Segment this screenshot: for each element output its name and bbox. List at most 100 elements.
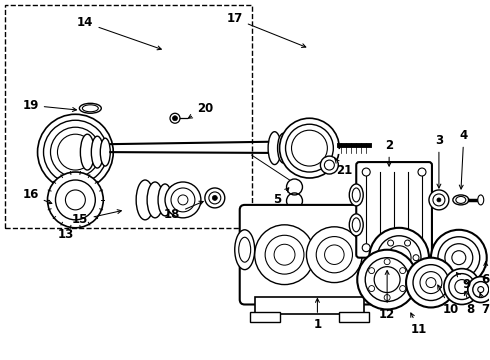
Circle shape: [478, 287, 484, 293]
Ellipse shape: [167, 186, 179, 214]
Circle shape: [205, 188, 225, 208]
Bar: [5, 5, 252, 228]
Circle shape: [172, 116, 177, 121]
Circle shape: [445, 244, 473, 272]
Circle shape: [384, 259, 390, 265]
Circle shape: [324, 245, 344, 265]
Circle shape: [57, 134, 93, 170]
Text: 13: 13: [57, 228, 74, 241]
Circle shape: [50, 127, 100, 177]
Ellipse shape: [349, 184, 363, 206]
Ellipse shape: [147, 182, 163, 218]
Circle shape: [368, 267, 374, 274]
Text: 16: 16: [23, 188, 52, 204]
Text: 21: 21: [335, 158, 352, 176]
Circle shape: [369, 228, 429, 288]
Circle shape: [171, 188, 195, 212]
Circle shape: [400, 285, 406, 292]
Text: 3: 3: [435, 134, 443, 188]
Ellipse shape: [158, 184, 172, 216]
Ellipse shape: [239, 237, 251, 262]
Circle shape: [437, 198, 441, 202]
Circle shape: [170, 113, 180, 123]
Circle shape: [286, 124, 333, 172]
Text: 11: 11: [411, 313, 427, 336]
Circle shape: [320, 156, 338, 174]
Circle shape: [433, 194, 445, 206]
Ellipse shape: [453, 195, 469, 205]
Circle shape: [384, 294, 390, 301]
Circle shape: [44, 120, 107, 184]
Circle shape: [420, 272, 442, 293]
Text: 14: 14: [77, 16, 161, 50]
Circle shape: [455, 280, 469, 293]
FancyBboxPatch shape: [356, 162, 432, 258]
Ellipse shape: [352, 188, 360, 202]
Circle shape: [362, 168, 370, 176]
Circle shape: [265, 235, 304, 274]
Circle shape: [368, 285, 374, 292]
Ellipse shape: [100, 138, 110, 166]
Circle shape: [387, 246, 411, 270]
FancyBboxPatch shape: [240, 205, 379, 305]
Circle shape: [418, 168, 426, 176]
Ellipse shape: [352, 218, 360, 232]
Circle shape: [429, 190, 449, 210]
Text: 19: 19: [23, 99, 76, 112]
Circle shape: [418, 244, 426, 252]
Circle shape: [362, 244, 370, 252]
Circle shape: [178, 195, 188, 205]
Text: 18: 18: [164, 201, 203, 221]
Circle shape: [379, 255, 385, 261]
Circle shape: [377, 236, 421, 280]
Ellipse shape: [349, 214, 363, 236]
Circle shape: [292, 130, 327, 166]
Circle shape: [209, 192, 221, 204]
Bar: [250, 312, 280, 323]
Ellipse shape: [286, 135, 297, 162]
Circle shape: [306, 227, 362, 283]
Ellipse shape: [478, 195, 484, 205]
Circle shape: [388, 269, 393, 275]
Ellipse shape: [235, 230, 255, 270]
Text: 2: 2: [385, 139, 393, 166]
Circle shape: [212, 195, 218, 201]
Text: 12: 12: [379, 271, 395, 321]
Ellipse shape: [136, 180, 154, 220]
Bar: [255, 297, 364, 314]
Ellipse shape: [456, 197, 466, 203]
Ellipse shape: [80, 134, 94, 170]
Text: 5: 5: [273, 188, 289, 206]
Bar: [339, 312, 369, 323]
Circle shape: [280, 118, 339, 178]
Circle shape: [468, 276, 490, 302]
Circle shape: [438, 237, 480, 279]
Circle shape: [388, 240, 393, 246]
Circle shape: [449, 274, 475, 300]
Ellipse shape: [91, 136, 103, 168]
Circle shape: [444, 269, 480, 305]
Circle shape: [274, 244, 295, 265]
Circle shape: [38, 114, 113, 190]
Text: 4: 4: [459, 129, 468, 189]
Circle shape: [405, 240, 411, 246]
Circle shape: [316, 237, 352, 273]
Circle shape: [452, 251, 466, 265]
Circle shape: [357, 250, 417, 310]
Circle shape: [324, 160, 334, 170]
Circle shape: [400, 267, 406, 274]
Circle shape: [413, 265, 449, 301]
Circle shape: [426, 278, 436, 288]
Ellipse shape: [277, 133, 290, 163]
Text: 17: 17: [226, 12, 306, 48]
Circle shape: [405, 269, 411, 275]
Circle shape: [431, 230, 487, 285]
Circle shape: [255, 225, 315, 284]
Circle shape: [66, 190, 85, 210]
Circle shape: [165, 182, 201, 218]
Circle shape: [406, 258, 456, 307]
Text: 6: 6: [482, 262, 490, 286]
Text: 15: 15: [72, 210, 122, 226]
Text: 9: 9: [457, 273, 471, 291]
Text: 8: 8: [465, 291, 475, 316]
